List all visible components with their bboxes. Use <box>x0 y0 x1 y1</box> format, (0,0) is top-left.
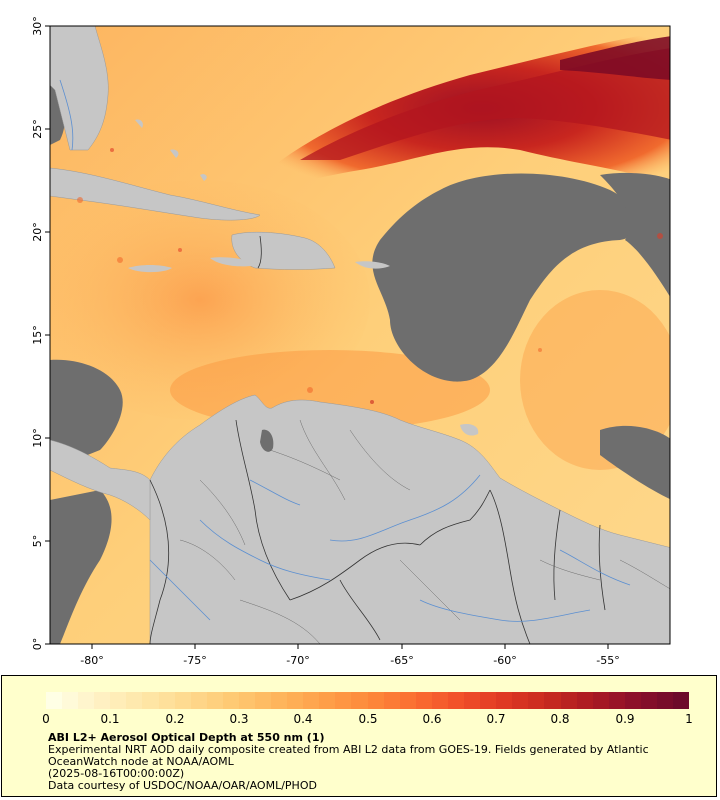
colorbar-segment <box>415 692 432 709</box>
colorbar-tick-label: 0.8 <box>550 712 570 726</box>
colorbar-tick-label: 0.5 <box>358 712 378 726</box>
colorbar-tick-label: 1 <box>685 712 693 726</box>
lon-label-65: -65° <box>390 654 413 667</box>
colorbar-segment <box>255 692 272 709</box>
no-data-region-southwest-2 <box>50 490 112 644</box>
lat-label-5: 5° <box>31 535 44 548</box>
land-florida <box>50 26 109 151</box>
colorbar-tick-label: 0.1 <box>100 712 120 726</box>
legend-description: Experimental NRT AOD daily composite cre… <box>48 743 649 768</box>
land-haiti-peninsula <box>210 257 258 267</box>
state-borders <box>179 419 670 644</box>
colorbar-segment <box>576 692 593 709</box>
lat-label-20: 20° <box>31 222 44 242</box>
aod-speckles <box>77 148 663 404</box>
colorbar-segment <box>287 692 304 709</box>
lat-label-15: 15° <box>31 325 44 345</box>
lon-label-75: -75° <box>183 654 206 667</box>
aod-warm-patch-east <box>520 290 670 470</box>
land-cuba <box>50 167 261 221</box>
colorbar-segment <box>399 692 416 709</box>
colorbar-segment <box>383 692 400 709</box>
land-trinidad <box>460 424 479 436</box>
lon-label-60: -60° <box>493 654 516 667</box>
colorbar-segment <box>126 692 143 709</box>
lon-label-55: -55° <box>596 654 619 667</box>
colorbar-segment <box>94 692 111 709</box>
aod-map: 0° 5° 10° 15° 20° 25° 30° -80° -75° -70°… <box>31 16 671 667</box>
colorbar-segment <box>464 692 481 709</box>
colorbar-segment <box>303 692 320 709</box>
legend-credit: Data courtesy of USDOC/NOAA/OAR/AOML/PHO… <box>48 779 317 792</box>
colorbar-segment <box>78 692 95 709</box>
no-data-region-southeast <box>600 425 670 500</box>
colorbar <box>46 692 690 709</box>
colorbar-segment <box>544 692 561 709</box>
colorbar-tick-label: 0.3 <box>229 712 249 726</box>
lat-label-30: 30° <box>31 16 44 36</box>
legend-text: ABI L2+ Aerosol Optical Depth at 550 nm … <box>48 732 688 792</box>
lat-label-0: 0° <box>31 638 44 651</box>
colorbar-tick-label: 0.7 <box>486 712 506 726</box>
lake-maracaibo <box>260 429 274 452</box>
no-data-region-east <box>600 172 670 297</box>
colorbar-segment <box>560 692 577 709</box>
colorbar-segment <box>367 692 384 709</box>
longitude-ticks <box>91 644 609 649</box>
legend-title: ABI L2+ Aerosol Optical Depth at 550 nm … <box>48 731 325 744</box>
colorbar-tick-label: 0 <box>42 712 50 726</box>
latitude-ticks <box>45 25 50 645</box>
land-jamaica <box>128 265 172 273</box>
colorbar-segment <box>158 692 175 709</box>
lat-label-25: 25° <box>31 119 44 139</box>
colorbar-segment <box>206 692 223 709</box>
colorbar-segment <box>592 692 609 709</box>
lat-label-10: 10° <box>31 428 44 448</box>
colorbar-segment <box>190 692 207 709</box>
colorbar-segment <box>351 692 368 709</box>
colorbar-tick-label: 0.6 <box>422 712 442 726</box>
no-data-region-central <box>372 173 639 382</box>
colorbar-segment <box>271 692 288 709</box>
colorbar-segment <box>640 692 657 709</box>
colorbar-segment <box>673 692 690 709</box>
colorbar-segment <box>110 692 127 709</box>
colorbar-segment <box>447 692 465 709</box>
colorbar-segment <box>46 692 63 709</box>
legend-date: (2025-08-16T00:00:00Z) <box>48 767 185 780</box>
lon-label-80: -80° <box>80 654 103 667</box>
colorbar-segment <box>335 692 352 709</box>
lon-label-70: -70° <box>286 654 309 667</box>
colorbar-segment <box>608 692 625 709</box>
colorbar-segment <box>222 692 239 709</box>
saharan-dust-plume-edge <box>560 36 670 80</box>
colorbar-segment <box>174 692 191 709</box>
colorbar-segment <box>238 692 256 709</box>
colorbar-ticks: 0 0.1 0.2 0.3 0.4 0.5 0.6 0.7 0.8 0.9 1 <box>0 712 720 728</box>
colorbar-segment <box>319 692 336 709</box>
colorbar-tick-label: 0.4 <box>293 712 313 726</box>
land-south-america <box>149 394 670 644</box>
colorbar-segment <box>431 692 448 709</box>
colorbar-segment <box>656 692 674 709</box>
colorbar-segment <box>496 692 513 709</box>
colorbar-segment <box>142 692 159 709</box>
colorbar-segment <box>480 692 497 709</box>
colorbar-tick-label: 0.9 <box>615 712 635 726</box>
no-data-region-southwest <box>50 359 123 470</box>
colorbar-segment <box>512 692 529 709</box>
colorbar-segment <box>528 692 545 709</box>
land-puerto-rico <box>355 261 390 269</box>
rivers <box>59 79 631 622</box>
country-borders <box>149 235 606 644</box>
colorbar-tick-label: 0.2 <box>165 712 185 726</box>
colorbar-segment <box>624 692 641 709</box>
colorbar-segment <box>62 692 79 709</box>
saharan-dust-plume-core <box>300 48 670 160</box>
land-bahamas <box>135 119 207 181</box>
land-central-america <box>50 439 151 521</box>
